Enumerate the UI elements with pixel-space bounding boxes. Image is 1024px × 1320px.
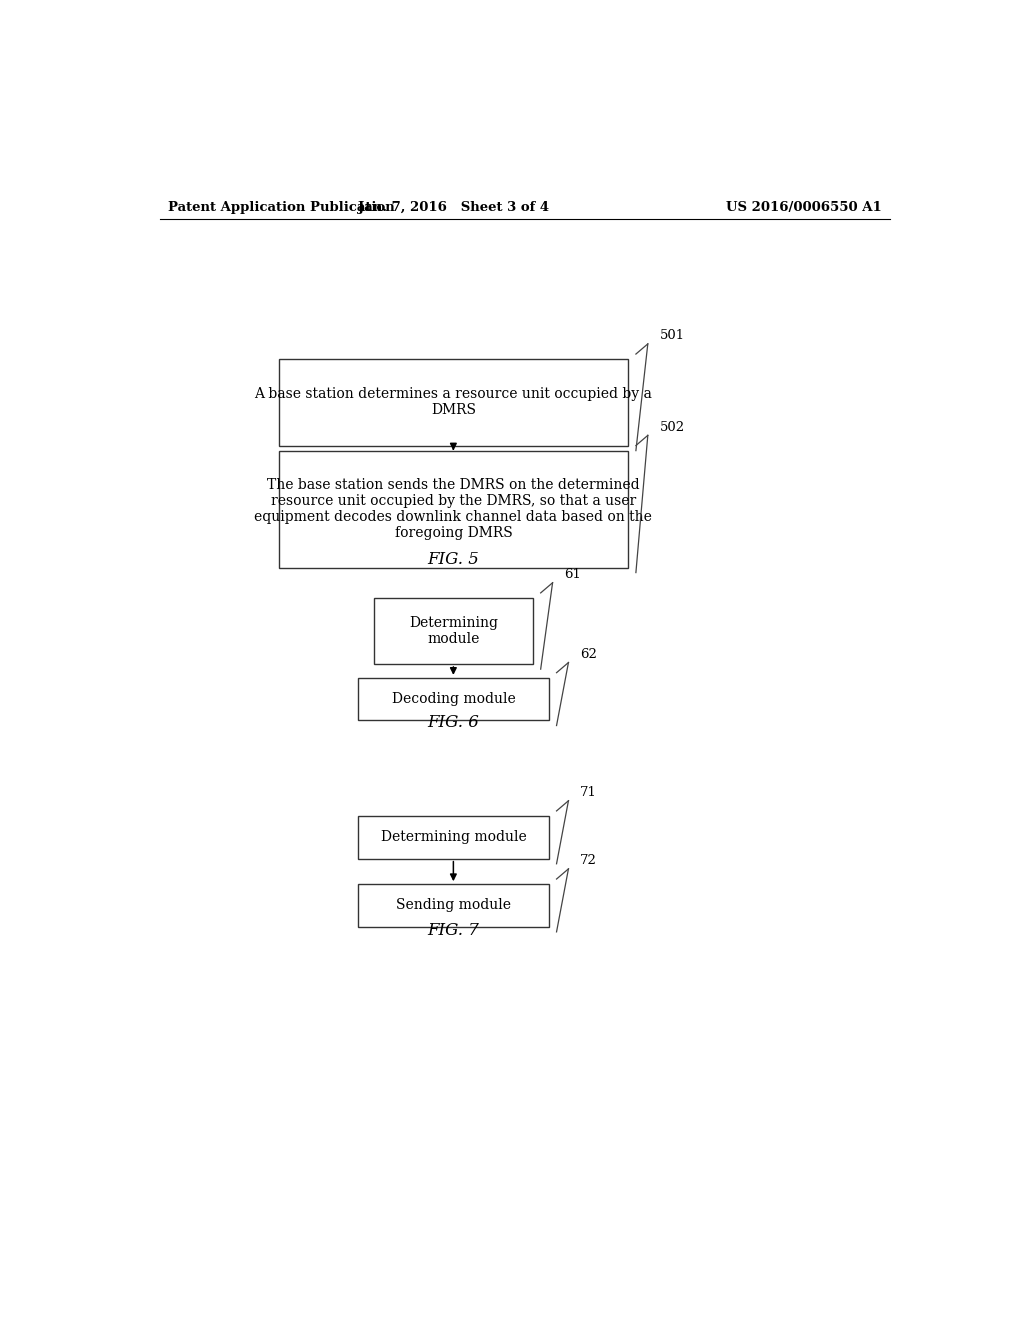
FancyBboxPatch shape <box>358 816 549 859</box>
Text: Sending module: Sending module <box>396 899 511 912</box>
Text: The base station sends the DMRS on the determined
resource unit occupied by the : The base station sends the DMRS on the d… <box>254 478 652 540</box>
Text: Decoding module: Decoding module <box>391 692 515 706</box>
FancyBboxPatch shape <box>279 359 628 446</box>
Text: 62: 62 <box>581 648 597 661</box>
Text: Patent Application Publication: Patent Application Publication <box>168 201 394 214</box>
Text: 72: 72 <box>581 854 597 867</box>
FancyBboxPatch shape <box>374 598 532 664</box>
Text: Determining
module: Determining module <box>409 616 498 645</box>
FancyBboxPatch shape <box>279 450 628 568</box>
Text: FIG. 5: FIG. 5 <box>427 552 479 569</box>
Text: 501: 501 <box>659 329 685 342</box>
Text: Jan. 7, 2016   Sheet 3 of 4: Jan. 7, 2016 Sheet 3 of 4 <box>357 201 549 214</box>
Text: 502: 502 <box>659 421 685 434</box>
Text: Determining module: Determining module <box>381 830 526 845</box>
Text: 71: 71 <box>581 787 597 799</box>
Text: FIG. 7: FIG. 7 <box>427 923 479 940</box>
Text: A base station determines a resource unit occupied by a
DMRS: A base station determines a resource uni… <box>254 387 652 417</box>
Text: US 2016/0006550 A1: US 2016/0006550 A1 <box>726 201 882 214</box>
Text: 61: 61 <box>564 568 582 581</box>
FancyBboxPatch shape <box>358 677 549 721</box>
Text: FIG. 6: FIG. 6 <box>427 714 479 731</box>
FancyBboxPatch shape <box>358 884 549 927</box>
